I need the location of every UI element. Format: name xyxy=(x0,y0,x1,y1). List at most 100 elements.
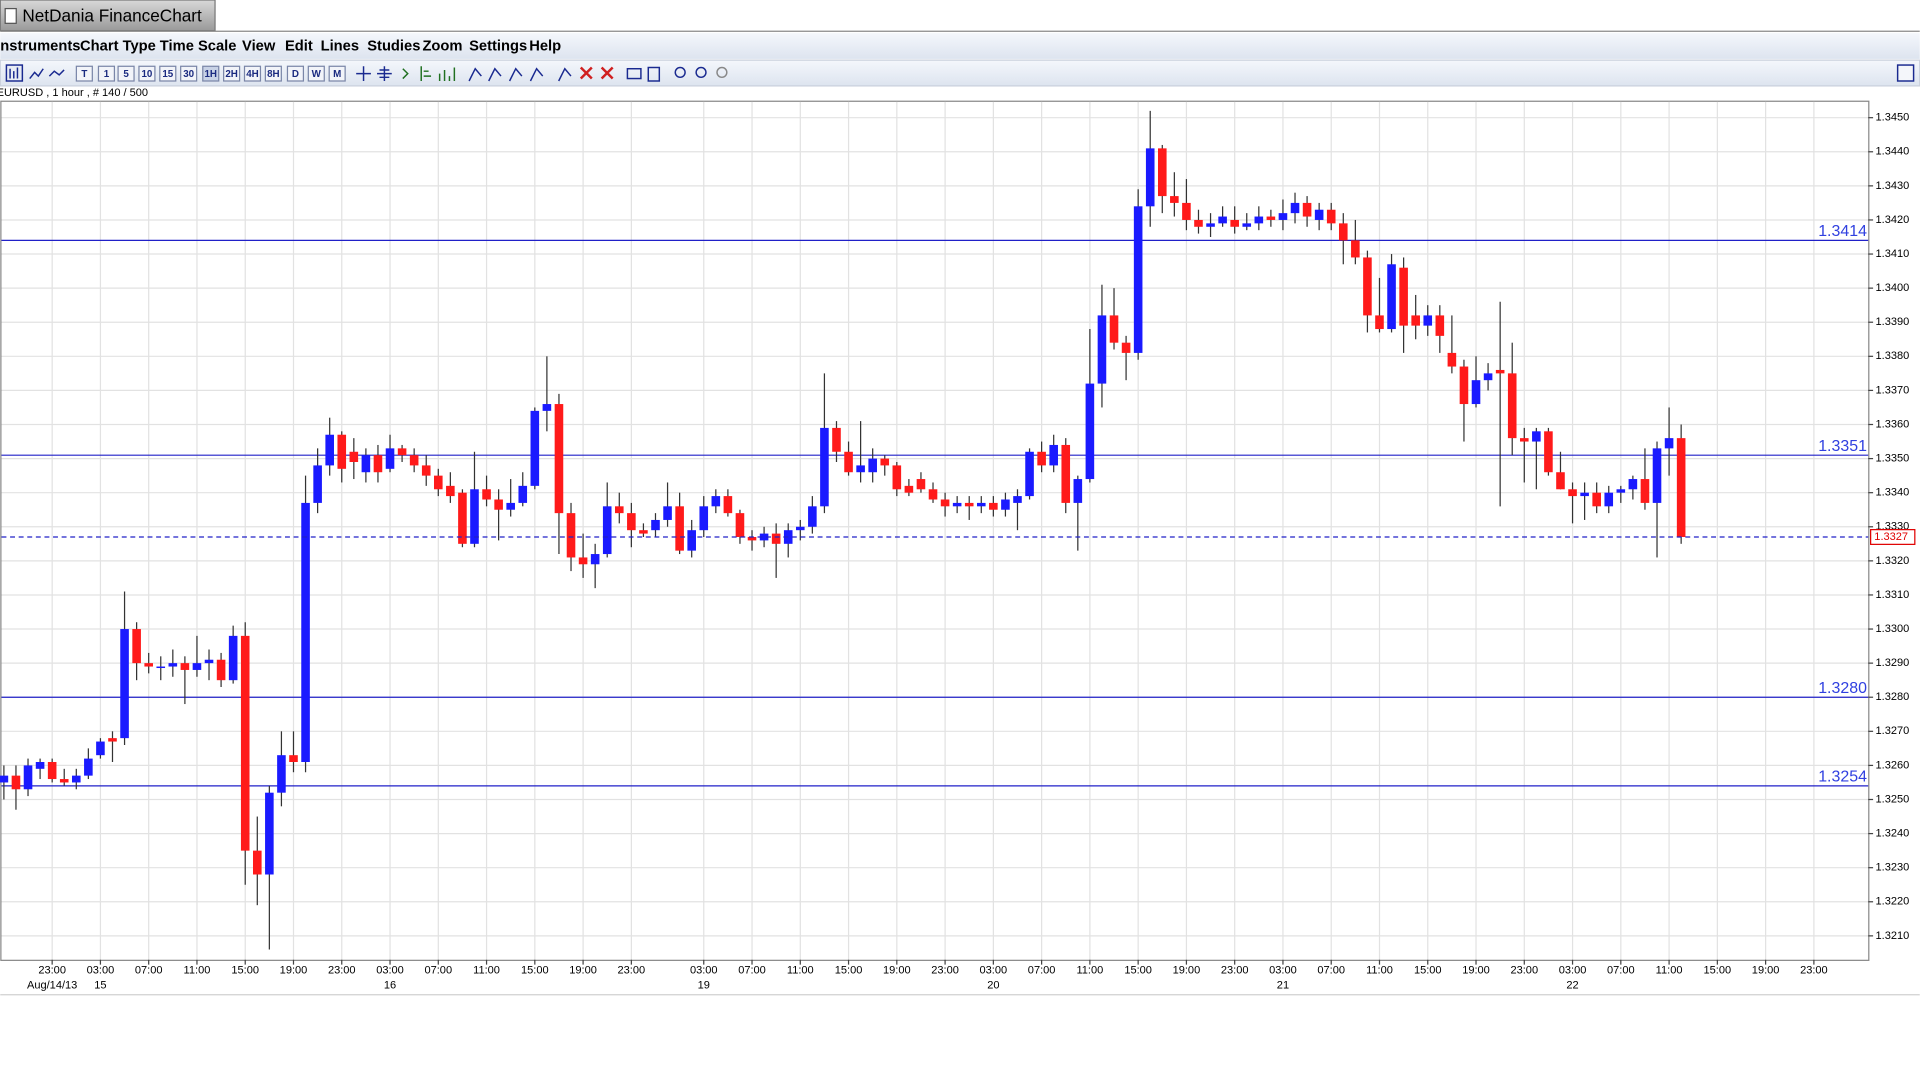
candle-body xyxy=(832,427,841,452)
candle-body xyxy=(506,502,515,510)
candle-body xyxy=(542,404,552,411)
candle-body xyxy=(1242,223,1252,227)
x-tick-label: 15:00 xyxy=(1414,965,1442,977)
y-tick-label: 1.3370 xyxy=(1876,384,1910,396)
timescale-button[interactable] xyxy=(264,65,282,82)
candle-body xyxy=(663,506,672,520)
candle-body xyxy=(289,755,298,762)
candle-body xyxy=(1652,448,1662,503)
menu-item[interactable]: Zoom xyxy=(422,39,462,55)
candle-body xyxy=(1013,496,1022,503)
x-tick-label: 19:00 xyxy=(1752,965,1780,977)
candle-body xyxy=(1290,202,1300,214)
tool-icon[interactable] xyxy=(674,66,686,79)
date-label: 15 xyxy=(94,979,106,991)
menu-item[interactable]: Studies xyxy=(367,39,420,55)
candle-body xyxy=(1495,369,1505,374)
candle-body xyxy=(1133,206,1143,353)
x-tick-label: 19:00 xyxy=(280,965,308,977)
candle-body xyxy=(1399,267,1408,326)
candle-body xyxy=(470,489,479,544)
tool-icon[interactable] xyxy=(647,66,661,82)
candle-body xyxy=(1519,438,1529,442)
timescale-button[interactable] xyxy=(180,65,198,82)
timescale-button[interactable] xyxy=(97,65,116,82)
candle-body xyxy=(1375,315,1384,330)
menu-item[interactable]: Help xyxy=(529,39,561,55)
timescale-button[interactable] xyxy=(328,65,346,82)
candle-body xyxy=(265,792,274,875)
chart-info: EURUSD , 1 hour , # 140 / 500 xyxy=(0,87,148,99)
title-tab[interactable] xyxy=(0,0,216,32)
candle-body xyxy=(747,537,757,541)
chart: 1.3210 1.3220 1.3230 1.3240 1.3250 1.3260 1.32… xyxy=(0,101,1916,991)
candle-body xyxy=(1230,219,1239,227)
x-tick-label: 03:00 xyxy=(980,965,1008,977)
tool-icon[interactable] xyxy=(356,66,392,81)
candle-body xyxy=(820,427,829,507)
tool-icon[interactable] xyxy=(29,68,44,80)
timescale-button[interactable] xyxy=(243,65,262,82)
app-title: NetDania FinanceChart xyxy=(22,6,202,26)
candle-body xyxy=(880,458,890,466)
menu-item[interactable]: Chart Type xyxy=(80,39,156,55)
candle-body xyxy=(856,465,865,473)
x-tick-label: 15:00 xyxy=(835,965,863,977)
tool-icon[interactable] xyxy=(626,67,642,80)
candle-body xyxy=(168,663,178,667)
x-tick-label: 23:00 xyxy=(1221,965,1249,977)
x-tick-label: 23:00 xyxy=(1800,965,1828,977)
x-tick-label: 07:00 xyxy=(738,965,766,977)
candle-body xyxy=(361,455,371,473)
x-tick-label: 15:00 xyxy=(231,965,259,977)
timescale-button[interactable] xyxy=(202,65,220,82)
candle-body xyxy=(1049,444,1058,466)
x-tick-label: 11:00 xyxy=(184,965,211,977)
menu-item[interactable]: Edit xyxy=(285,39,313,55)
tool-icon[interactable] xyxy=(579,66,614,80)
timescale-button[interactable] xyxy=(138,65,156,82)
timescale-label: 8H xyxy=(267,69,280,80)
timescale-button[interactable] xyxy=(223,65,241,82)
y-tick-label: 1.3240 xyxy=(1876,828,1910,840)
candle-body xyxy=(530,410,540,486)
candle-body xyxy=(1676,438,1686,537)
menu-item[interactable]: Time Scale xyxy=(160,39,237,55)
candle-body xyxy=(1121,342,1131,353)
candle-body xyxy=(1157,148,1167,197)
tool-icon[interactable] xyxy=(695,66,707,79)
level-label: 1.3280 xyxy=(1818,680,1867,697)
candle-body xyxy=(71,775,81,783)
candle-body xyxy=(1206,223,1215,227)
candle-body xyxy=(349,451,359,463)
menu-item[interactable]: Lines xyxy=(321,39,359,55)
timescale-button[interactable] xyxy=(117,65,135,82)
timescale-label: 1H xyxy=(204,69,217,80)
date-label: 21 xyxy=(1277,979,1289,991)
timescale-button[interactable] xyxy=(286,65,305,82)
timescale-button[interactable] xyxy=(159,65,177,82)
tool-icon[interactable] xyxy=(48,69,65,77)
menu-item[interactable]: nstruments xyxy=(0,39,80,55)
tool-icon[interactable] xyxy=(1896,64,1915,82)
date-label: 20 xyxy=(987,979,999,991)
candle-body xyxy=(1423,315,1433,326)
candle-body xyxy=(639,530,648,534)
tool-icon[interactable] xyxy=(402,66,456,81)
candle-body xyxy=(385,448,395,469)
candle-body xyxy=(1170,196,1179,203)
candle-body xyxy=(1592,492,1601,507)
timescale-button[interactable] xyxy=(75,65,93,82)
y-tick-label: 1.3230 xyxy=(1876,862,1910,874)
menu-item[interactable]: View xyxy=(242,39,276,55)
level-label: 1.3351 xyxy=(1818,438,1867,455)
candle-body xyxy=(1061,444,1071,503)
timescale-button[interactable] xyxy=(307,65,325,82)
tool-icon[interactable] xyxy=(716,66,728,79)
candle-body xyxy=(494,499,503,510)
tool-icon[interactable] xyxy=(468,67,572,82)
candle-body xyxy=(252,850,262,875)
menu-item[interactable]: Settings xyxy=(469,39,527,55)
candle-body xyxy=(1471,380,1481,405)
